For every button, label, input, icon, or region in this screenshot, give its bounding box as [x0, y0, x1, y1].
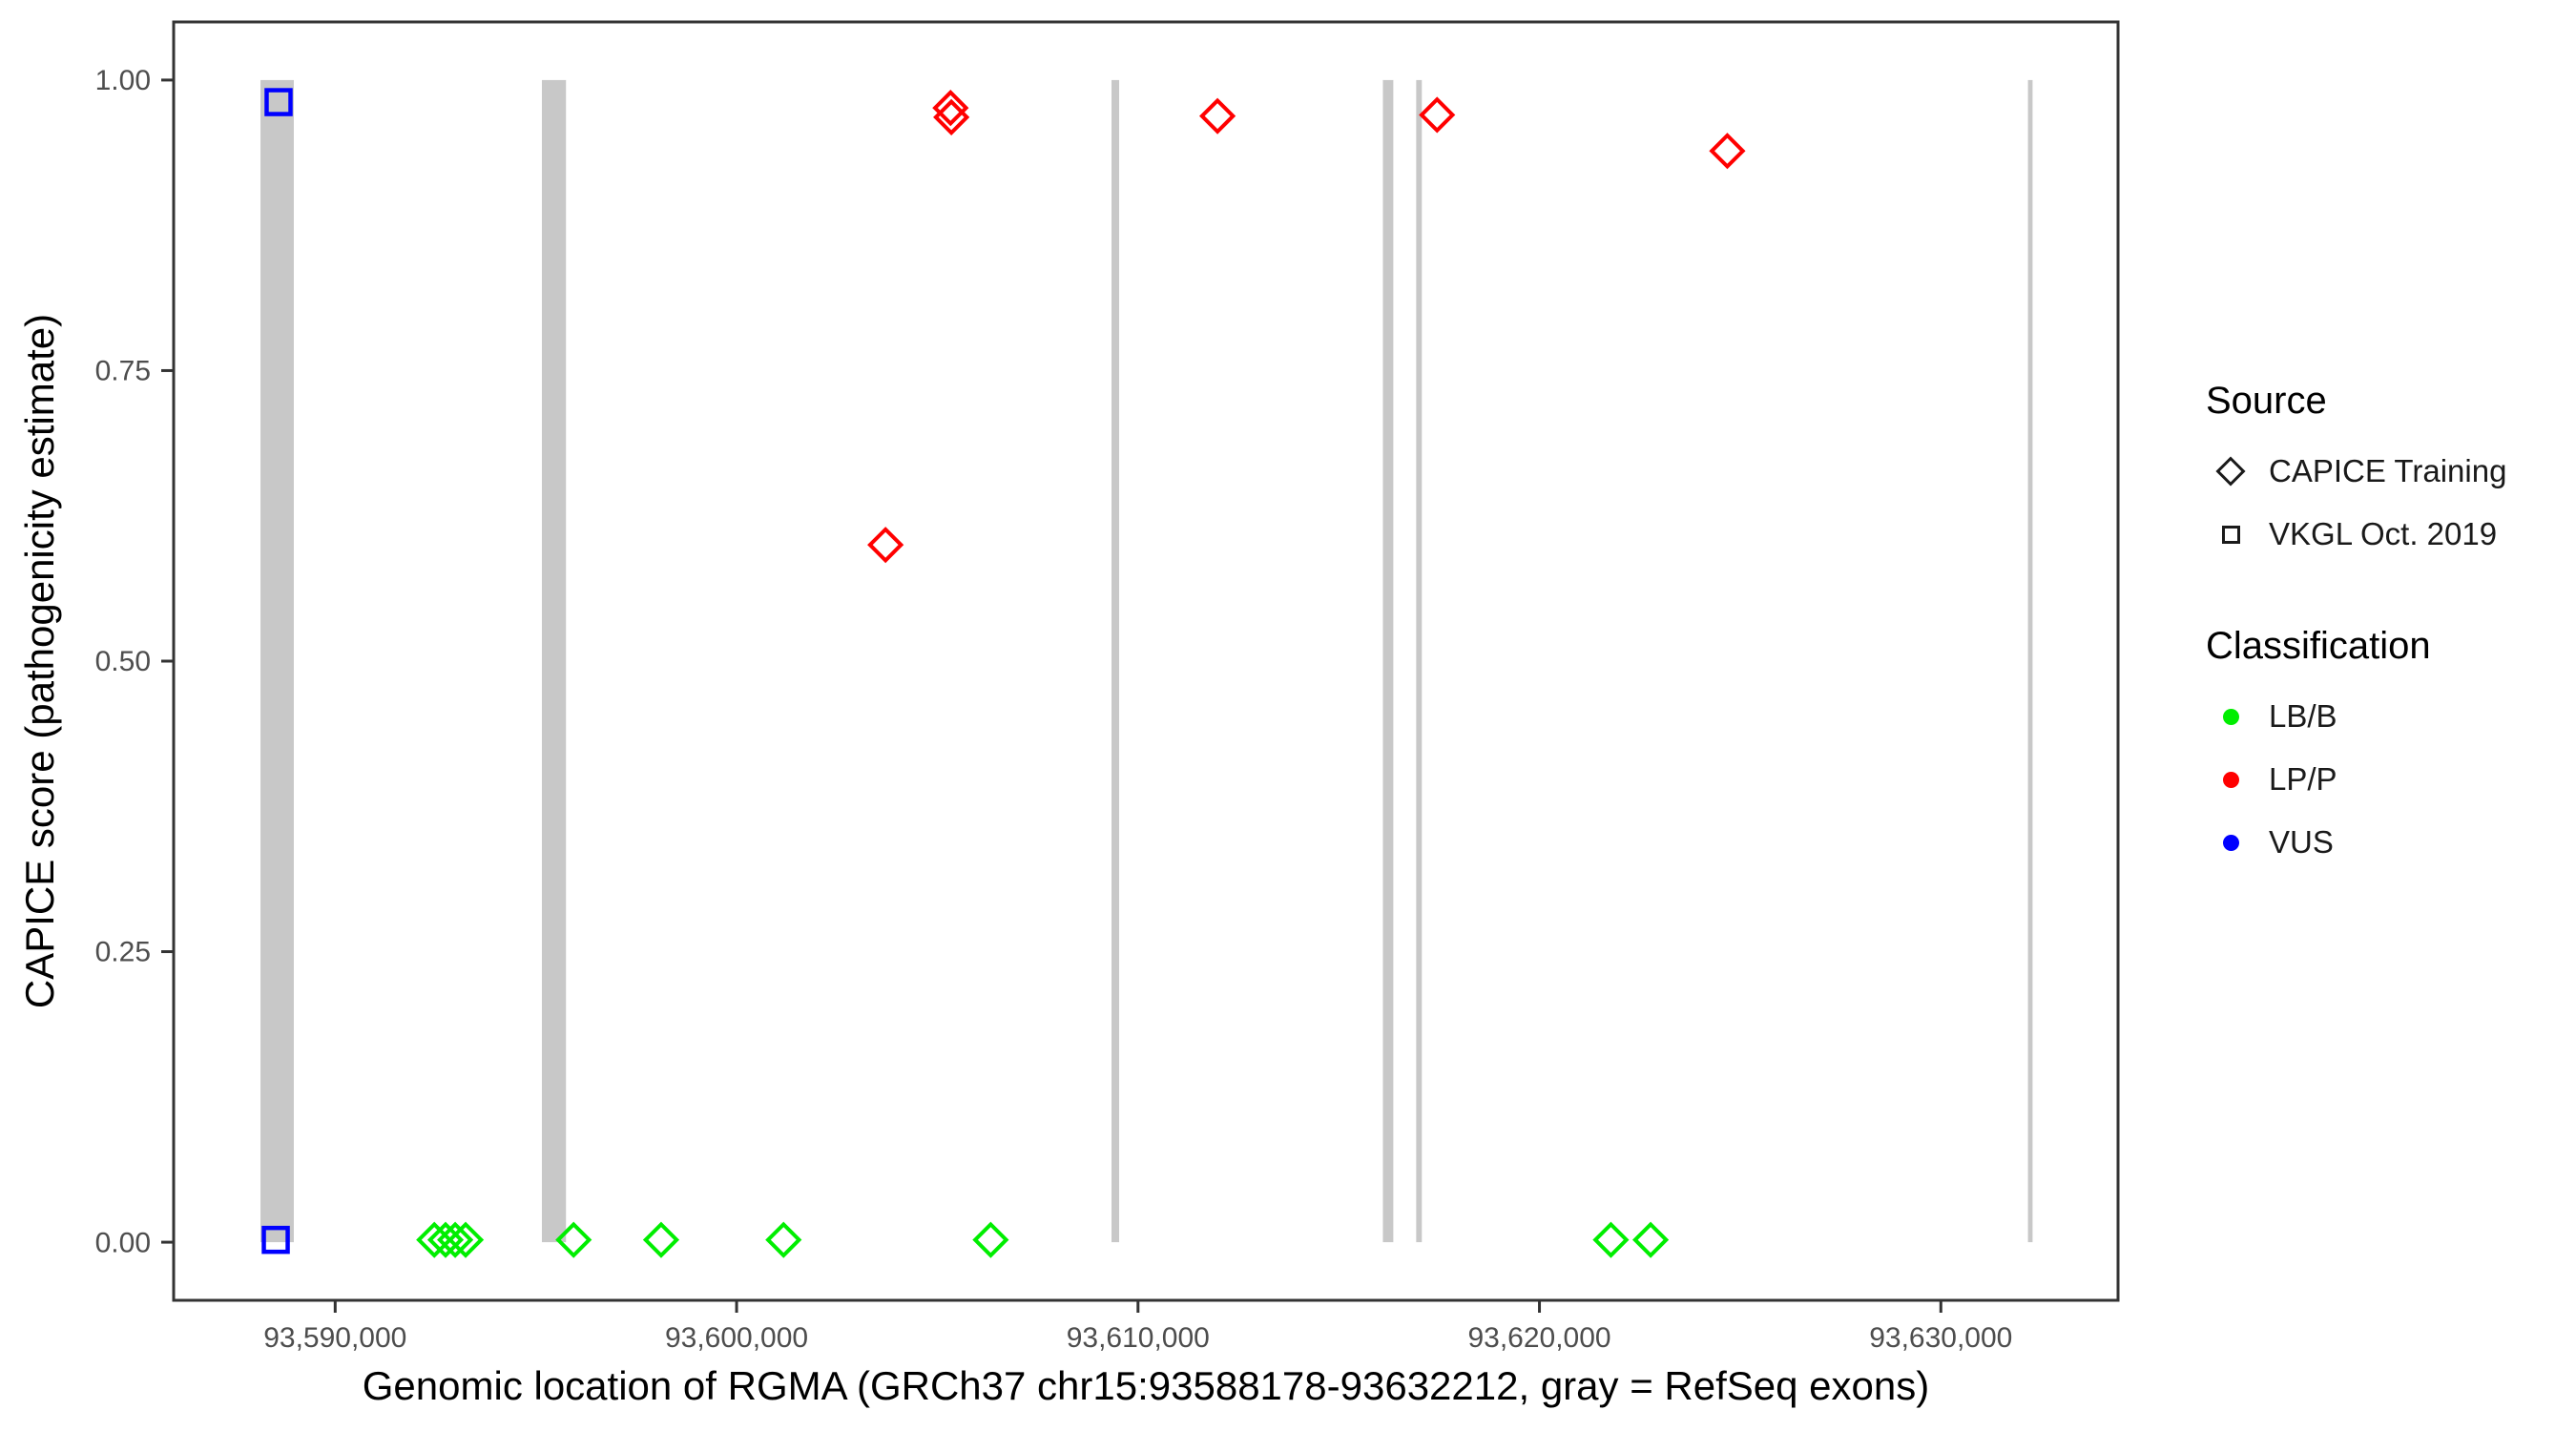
legend: Source CAPICE Training VKGL Oct. 2019 Cl…	[2206, 380, 2506, 874]
data-point-diamond	[1199, 97, 1236, 135]
x-tick-label: 93,610,000	[1067, 1322, 1210, 1354]
legend-item-vkgl: VKGL Oct. 2019	[2206, 503, 2506, 566]
legend-source-title: Source	[2206, 380, 2327, 422]
glyph-cell	[2206, 525, 2255, 544]
y-axis-title: CAPICE score (pathogenicity estimate)	[17, 313, 62, 1009]
x-tick-label: 93,620,000	[1467, 1322, 1610, 1354]
legend-item-label: LB/B	[2269, 698, 2337, 734]
legend-item-lbb: LB/B	[2206, 685, 2506, 748]
y-tick-label: 0.75	[95, 356, 151, 387]
legend-item-label: CAPICE Training	[2269, 453, 2507, 488]
exon-bar	[1111, 79, 1120, 1243]
x-tick-label: 93,630,000	[1869, 1322, 2012, 1354]
data-point-diamond	[1592, 1221, 1630, 1258]
square-icon	[2221, 525, 2240, 544]
blue-dot-icon	[2222, 834, 2239, 851]
exon-bar	[2027, 79, 2033, 1243]
data-point-diamond	[1709, 133, 1746, 170]
legend-item-label: VUS	[2269, 824, 2334, 860]
data-point-diamond	[765, 1221, 802, 1258]
legend-item-capice-training: CAPICE Training	[2206, 440, 2506, 503]
data-point-diamond	[642, 1221, 680, 1258]
exon-bar	[260, 79, 294, 1243]
data-point-square	[261, 1225, 290, 1255]
legend-item-lpp: LP/P	[2206, 748, 2506, 811]
exon-bar	[1416, 79, 1423, 1243]
green-dot-icon	[2222, 708, 2239, 725]
data-point-square	[264, 88, 293, 116]
x-axis-title: Genomic location of RGMA (GRCh37 chr15:9…	[362, 1363, 1930, 1408]
exon-bar	[541, 79, 567, 1243]
panel-border	[172, 20, 2120, 1302]
glyph-cell	[2206, 771, 2255, 788]
y-tick-label: 0.00	[95, 1227, 151, 1258]
diamond-icon	[2215, 456, 2246, 487]
data-point-diamond	[1419, 96, 1456, 134]
red-dot-icon	[2222, 771, 2239, 788]
data-point-diamond	[933, 98, 970, 135]
data-point-diamond	[447, 1221, 485, 1258]
data-point-diamond	[867, 527, 904, 564]
exon-bar	[1382, 79, 1394, 1243]
y-tick-label: 0.25	[95, 937, 151, 968]
legend-classification-title: Classification	[2206, 625, 2431, 667]
data-point-diamond	[932, 90, 969, 127]
data-point-diamond	[972, 1221, 1009, 1258]
x-tick-label: 93,590,000	[263, 1322, 406, 1354]
legend-item-vus: VUS	[2206, 811, 2506, 874]
x-tick-label: 93,600,000	[665, 1322, 808, 1354]
glyph-cell	[2206, 834, 2255, 851]
data-point-diamond	[437, 1221, 474, 1258]
legend-item-label: VKGL Oct. 2019	[2269, 516, 2498, 551]
legend-item-label: LP/P	[2269, 761, 2337, 797]
legend-group-classification: Classification LB/B LP/P VUS	[2206, 625, 2506, 874]
glyph-cell	[2206, 456, 2255, 487]
data-point-diamond	[416, 1221, 453, 1258]
y-tick-label: 1.00	[95, 65, 151, 96]
data-point-diamond	[426, 1221, 465, 1258]
glyph-cell	[2206, 708, 2255, 725]
legend-group-source: Source CAPICE Training VKGL Oct. 2019	[2206, 380, 2506, 566]
data-point-diamond	[1631, 1221, 1670, 1258]
y-tick-label: 0.50	[95, 646, 151, 677]
data-point-diamond	[555, 1221, 592, 1258]
